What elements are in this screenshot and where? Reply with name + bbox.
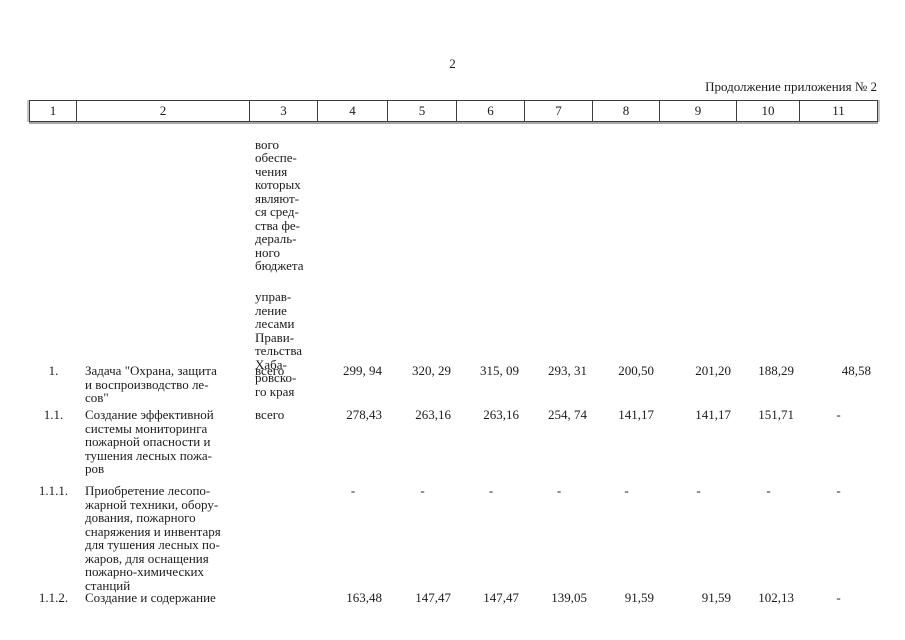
activity-name-cell: Приобретение лесопо- жарной техники, обо… bbox=[85, 483, 221, 593]
value-cell: 151,71 bbox=[758, 407, 794, 422]
value-cell: 293, 31 bbox=[548, 363, 587, 378]
row-number-cell: 1. bbox=[48, 363, 59, 378]
value-cell: 102,13 bbox=[758, 590, 794, 605]
continuation-note: Продолжение приложения № 2 bbox=[705, 79, 877, 94]
value-cell: - bbox=[624, 483, 629, 498]
value-cell: 163,48 bbox=[346, 590, 382, 605]
table-row: 1.1.2. Создание и содержание 163,48 147,47 1… bbox=[30, 591, 877, 605]
value-cell: - bbox=[350, 483, 356, 498]
column-number-cell: 5 bbox=[388, 101, 457, 121]
column-number-cell: 6 bbox=[457, 101, 525, 121]
funding-source-carryover-paragraph: вого обеспе- чения которых являют- ся ср… bbox=[255, 136, 304, 273]
executor-carryover-paragraph: управ- ление лесами Прави- тельства Хаба… bbox=[255, 289, 303, 399]
value-cell: - bbox=[556, 483, 562, 498]
column-number-cell: 11 bbox=[832, 103, 845, 118]
value-cell: - bbox=[696, 483, 701, 498]
column-number-cell: 2 bbox=[77, 101, 250, 121]
column-number-cell: 3 bbox=[250, 101, 318, 121]
column-number-cell: 7 bbox=[525, 101, 593, 121]
value-cell: 201,20 bbox=[695, 363, 731, 378]
row-number-cell: 1.1. bbox=[43, 407, 64, 422]
table-row: 1. Задача "Охрана, защита и воспроизводст… bbox=[30, 364, 877, 405]
value-cell: 141,17 bbox=[695, 407, 731, 422]
column-number-cell: 1 bbox=[30, 101, 77, 121]
column3-carryover-text: вого обеспе- чения которых являют- ся ср… bbox=[255, 124, 317, 412]
value-cell: - bbox=[836, 590, 841, 605]
value-cell: - bbox=[836, 483, 841, 498]
value-cell: 278,43 bbox=[346, 407, 382, 422]
row-number-cell: 1.1.1. bbox=[38, 483, 69, 498]
funding-source-cell bbox=[250, 484, 318, 497]
table-header-row: 1 2 3 4 5 6 7 8 9 10 11 bbox=[29, 100, 878, 122]
value-cell: 315, 09 bbox=[480, 363, 519, 378]
table-row: 1.1. Создание эффективной системы монитор… bbox=[30, 408, 877, 476]
value-cell: - bbox=[420, 483, 425, 498]
value-cell: 139,05 bbox=[551, 590, 587, 605]
funding-source-cell: всего bbox=[255, 407, 285, 422]
value-cell: - bbox=[766, 483, 771, 498]
value-cell: 200,50 bbox=[618, 363, 654, 378]
value-cell: 48,58 bbox=[841, 363, 871, 378]
value-cell: - bbox=[836, 407, 841, 422]
value-cell: 263,16 bbox=[483, 407, 519, 422]
value-cell: 147,47 bbox=[415, 590, 451, 605]
value-cell: 91,59 bbox=[701, 590, 731, 605]
activity-name-cell: Создание и содержание bbox=[85, 590, 216, 605]
column-number-cell: 8 bbox=[593, 101, 660, 121]
activity-name-cell: Задача "Охрана, защита и воспроизводство… bbox=[85, 363, 217, 405]
column-number-cell: 9 bbox=[660, 101, 737, 121]
funding-source-cell bbox=[250, 591, 318, 604]
value-cell: 188,29 bbox=[758, 363, 794, 378]
value-cell: 263,16 bbox=[415, 407, 451, 422]
funding-source-cell: всего bbox=[255, 363, 285, 378]
value-cell: 320, 29 bbox=[412, 363, 451, 378]
value-cell: - bbox=[488, 483, 494, 498]
table-row: 1.1.1. Приобретение лесопо- жарной техник… bbox=[30, 484, 877, 592]
column-number-cell: 4 bbox=[318, 101, 388, 121]
value-cell: 91,59 bbox=[624, 590, 654, 605]
value-cell: 254, 74 bbox=[548, 407, 587, 422]
value-cell: 299, 94 bbox=[343, 363, 382, 378]
value-cell: 147,47 bbox=[483, 590, 519, 605]
column-number-cell: 10 bbox=[737, 101, 800, 121]
page-number: 2 bbox=[449, 56, 456, 71]
row-number-cell: 1.1.2. bbox=[38, 590, 69, 605]
value-cell: 141,17 bbox=[618, 407, 654, 422]
activity-name-cell: Создание эффективной системы мониторинга… bbox=[85, 407, 214, 476]
